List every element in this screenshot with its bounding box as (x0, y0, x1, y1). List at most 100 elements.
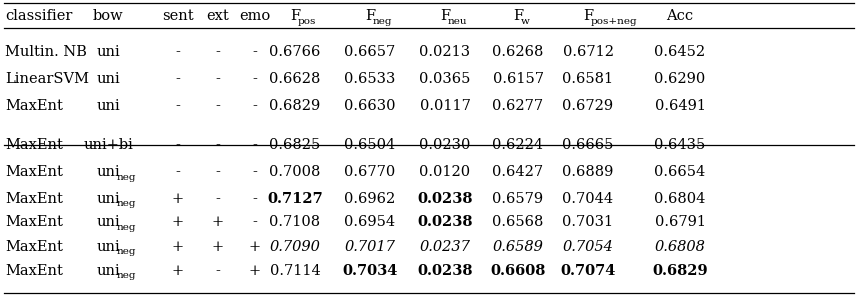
Text: ext: ext (207, 9, 229, 23)
Text: uni: uni (96, 165, 120, 179)
Text: pos+neg: pos+neg (591, 16, 637, 26)
Text: 0.6581: 0.6581 (563, 72, 613, 86)
Text: -: - (176, 45, 180, 59)
Text: 0.6766: 0.6766 (269, 45, 321, 59)
Text: neg: neg (116, 223, 136, 232)
Text: LinearSVM: LinearSVM (5, 72, 89, 86)
Text: sent: sent (162, 9, 194, 23)
Text: 0.6665: 0.6665 (562, 138, 613, 152)
Text: 0.0365: 0.0365 (420, 72, 471, 86)
Text: 0.7031: 0.7031 (563, 215, 613, 229)
Text: 0.0230: 0.0230 (420, 138, 471, 152)
Text: -: - (215, 45, 221, 59)
Text: MaxEnt: MaxEnt (5, 240, 63, 254)
Text: 0.7017: 0.7017 (345, 240, 396, 254)
Text: 0.7074: 0.7074 (560, 264, 616, 278)
Text: -: - (252, 138, 257, 152)
Text: MaxEnt: MaxEnt (5, 138, 63, 152)
Text: 0.6630: 0.6630 (344, 99, 396, 113)
Text: -: - (252, 99, 257, 113)
Text: F: F (583, 9, 593, 23)
Text: +: + (249, 240, 261, 254)
Text: 0.6290: 0.6290 (655, 72, 705, 86)
Text: -: - (252, 165, 257, 179)
Text: 0.6962: 0.6962 (344, 192, 396, 206)
Text: +: + (249, 264, 261, 278)
Text: MaxEnt: MaxEnt (5, 264, 63, 278)
Text: -: - (176, 138, 180, 152)
Text: +: + (172, 264, 184, 278)
Text: uni: uni (96, 264, 120, 278)
Text: 0.0213: 0.0213 (420, 45, 470, 59)
Text: -: - (215, 138, 221, 152)
Text: F: F (513, 9, 523, 23)
Text: 0.0238: 0.0238 (417, 192, 473, 206)
Text: pos: pos (298, 16, 316, 26)
Text: Multin. NB: Multin. NB (5, 45, 87, 59)
Text: neg: neg (116, 272, 136, 280)
Text: 0.6427: 0.6427 (492, 165, 544, 179)
Text: 0.6268: 0.6268 (492, 45, 544, 59)
Text: 0.6608: 0.6608 (490, 264, 546, 278)
Text: 0.0238: 0.0238 (417, 264, 473, 278)
Text: uni: uni (96, 45, 120, 59)
Text: F: F (365, 9, 375, 23)
Text: 0.7044: 0.7044 (563, 192, 613, 206)
Text: 0.6729: 0.6729 (563, 99, 613, 113)
Text: 0.6804: 0.6804 (655, 192, 705, 206)
Text: uni: uni (96, 240, 120, 254)
Text: 0.6452: 0.6452 (655, 45, 705, 59)
Text: 0.7127: 0.7127 (267, 192, 323, 206)
Text: -: - (252, 45, 257, 59)
Text: F: F (290, 9, 300, 23)
Text: -: - (176, 72, 180, 86)
Text: 0.6712: 0.6712 (563, 45, 613, 59)
Text: +: + (172, 240, 184, 254)
Text: 0.6657: 0.6657 (344, 45, 396, 59)
Text: +: + (212, 215, 224, 229)
Text: -: - (215, 72, 221, 86)
Text: 0.6954: 0.6954 (344, 215, 396, 229)
Text: -: - (215, 264, 221, 278)
Text: bow: bow (93, 9, 124, 23)
Text: neg: neg (372, 16, 392, 26)
Text: 0.0237: 0.0237 (420, 240, 470, 254)
Text: 0.6829: 0.6829 (652, 264, 708, 278)
Text: 0.7054: 0.7054 (563, 240, 613, 254)
Text: 0.0117: 0.0117 (420, 99, 470, 113)
Text: -: - (252, 192, 257, 206)
Text: 0.7090: 0.7090 (269, 240, 320, 254)
Text: 0.0120: 0.0120 (420, 165, 470, 179)
Text: neg: neg (116, 248, 136, 256)
Text: -: - (252, 215, 257, 229)
Text: 0.6277: 0.6277 (492, 99, 544, 113)
Text: uni: uni (96, 192, 120, 206)
Text: 0.6889: 0.6889 (562, 165, 613, 179)
Text: uni: uni (96, 215, 120, 229)
Text: 0.6568: 0.6568 (492, 215, 544, 229)
Text: classifier: classifier (5, 9, 72, 23)
Text: 0.7008: 0.7008 (269, 165, 321, 179)
Text: 0.6808: 0.6808 (655, 240, 705, 254)
Text: uni: uni (96, 99, 120, 113)
Text: +: + (172, 192, 184, 206)
Text: 0.6770: 0.6770 (344, 165, 396, 179)
Text: MaxEnt: MaxEnt (5, 192, 63, 206)
Text: neg: neg (116, 172, 136, 182)
Text: uni+bi: uni+bi (83, 138, 133, 152)
Text: -: - (215, 165, 221, 179)
Text: 0.7114: 0.7114 (269, 264, 320, 278)
Text: w: w (521, 16, 529, 26)
Text: -: - (176, 165, 180, 179)
Text: F: F (440, 9, 450, 23)
Text: MaxEnt: MaxEnt (5, 215, 63, 229)
Text: 0.6628: 0.6628 (269, 72, 321, 86)
Text: -: - (215, 99, 221, 113)
Text: 0.6157: 0.6157 (492, 72, 543, 86)
Text: 0.0238: 0.0238 (417, 215, 473, 229)
Text: +: + (212, 240, 224, 254)
Text: uni: uni (96, 72, 120, 86)
Text: 0.6533: 0.6533 (344, 72, 396, 86)
Text: 0.6825: 0.6825 (269, 138, 321, 152)
Text: emo: emo (239, 9, 270, 23)
